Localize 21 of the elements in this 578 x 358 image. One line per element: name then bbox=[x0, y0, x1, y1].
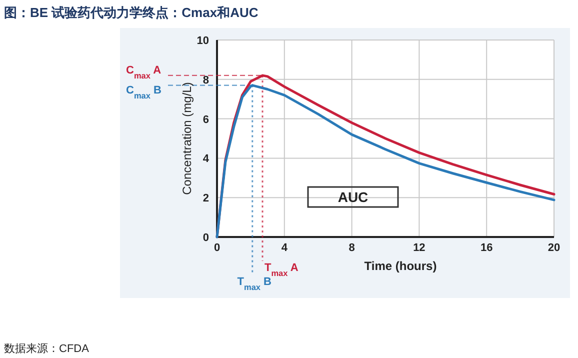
x-tick-label: 12 bbox=[413, 242, 426, 254]
x-axis-title: Time (hours) bbox=[364, 259, 437, 273]
ref-line-label: C$_{max}$ A bbox=[126, 64, 162, 80]
source-note: 数据来源：CFDA bbox=[4, 342, 90, 355]
ref-line-label: C$_{max}$ B bbox=[126, 84, 162, 100]
ref-line-label: T$_{max}$ B bbox=[237, 276, 272, 292]
x-tick-label: 0 bbox=[214, 242, 220, 254]
x-tick-label: 8 bbox=[348, 242, 355, 254]
annotation: AUC bbox=[338, 189, 368, 205]
y-tick-label: 0 bbox=[202, 232, 209, 244]
x-tick-label: 4 bbox=[281, 242, 288, 254]
ref-line-label: T$_{max}$ A bbox=[264, 262, 298, 278]
chart-title: 图：BE 试验药代动力学终点：Cmax和AUC bbox=[4, 5, 259, 20]
y-tick-label: 6 bbox=[202, 114, 209, 126]
y-tick-label: 10 bbox=[196, 35, 209, 47]
x-tick-label: 16 bbox=[480, 242, 493, 254]
y-tick-label: 4 bbox=[202, 153, 210, 166]
y-tick-label: 2 bbox=[202, 192, 209, 205]
y-tick-label: 8 bbox=[202, 74, 209, 86]
x-tick-label: 20 bbox=[548, 242, 560, 254]
y-axis-title: Concentration (mg/L) bbox=[180, 82, 194, 195]
